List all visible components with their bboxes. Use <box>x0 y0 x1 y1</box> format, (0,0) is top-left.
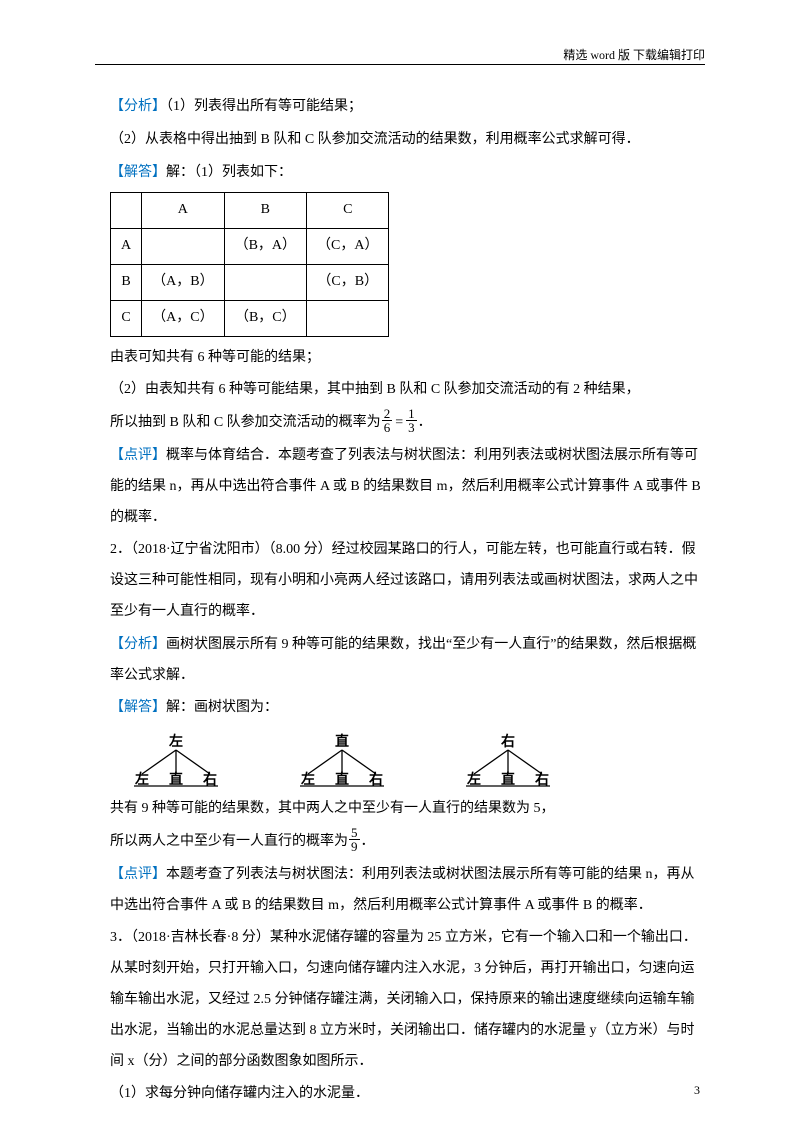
document-content: 【分析】（1）列表得出所有等可能结果； （2）从表格中得出抽到 B 队和 C 队… <box>110 92 705 1110</box>
paragraph: （2）从表格中得出抽到 B 队和 C 队参加交流活动的结果数，利用概率公式求解可… <box>110 125 705 156</box>
table-cell: （A，C） <box>142 300 224 336</box>
keyword-analysis: 【分析】 <box>110 637 166 652</box>
header-rule <box>95 64 705 65</box>
tree-diagram: 左左直右 <box>128 732 224 788</box>
table-cell: A <box>142 193 224 229</box>
table-cell: C <box>111 300 142 336</box>
table-cell: C <box>307 193 389 229</box>
svg-text:左: 左 <box>168 733 183 750</box>
svg-text:左: 左 <box>300 771 315 788</box>
svg-text:右: 右 <box>534 771 549 788</box>
svg-text:左: 左 <box>466 771 481 788</box>
paragraph: 由表可知共有 6 种等可能的结果； <box>110 343 705 374</box>
keyword-comment: 【点评】 <box>110 867 166 882</box>
svg-text:右: 右 <box>202 771 217 788</box>
table-cell: （B，C） <box>224 300 306 336</box>
probability-table: A B C A （B，A） （C，A） B （A，B） （C，B） C （A，C… <box>110 192 389 336</box>
paragraph: 【分析】（1）列表得出所有等可能结果； <box>110 92 705 123</box>
fraction: 59 <box>349 826 360 853</box>
table-cell: A <box>111 229 142 265</box>
page-number: 3 <box>694 1083 700 1098</box>
paragraph: 【分析】画树状图展示所有 9 种等可能的结果数，找出“至少有一人直行”的结果数，… <box>110 630 705 692</box>
keyword-analysis: 【分析】 <box>110 99 166 114</box>
table-row: A B C <box>111 193 389 229</box>
paragraph: 【解答】解：（1）列表如下： <box>110 158 705 189</box>
keyword-answer: 【解答】 <box>110 165 166 180</box>
page-header: 精选 word 版 下载编辑打印 <box>563 46 705 63</box>
paragraph: 3．（2018·吉林长春·8 分）某种水泥储存罐的容量为 25 立方米，它有一个… <box>110 923 705 1077</box>
paragraph: 【点评】概率与体育结合．本题考查了列表法与树状图法：利用列表法或树状图法展示所有… <box>110 441 705 533</box>
table-cell: B <box>111 264 142 300</box>
tree-diagram-row: 左左直右 直左直右 右左直右 <box>128 732 705 788</box>
paragraph: 2．（2018·辽宁省沈阳市）（8.00 分）经过校园某路口的行人，可能左转，也… <box>110 535 705 627</box>
table-cell: （B，A） <box>224 229 306 265</box>
svg-text:直: 直 <box>169 771 183 788</box>
table-cell <box>224 264 306 300</box>
table-row: A （B，A） （C，A） <box>111 229 389 265</box>
paragraph: 共有 9 种等可能的结果数，其中两人之中至少有一人直行的结果数为 5， <box>110 794 705 825</box>
table-cell <box>111 193 142 229</box>
tree-diagram: 直左直右 <box>294 732 390 788</box>
paragraph: 所以两人之中至少有一人直行的概率为59． <box>110 827 705 858</box>
svg-text:右: 右 <box>500 733 515 750</box>
paragraph: 【点评】本题考查了列表法与树状图法：利用列表法或树状图法展示所有等可能的结果 n… <box>110 860 705 922</box>
table-cell: （C，A） <box>307 229 389 265</box>
fraction: 26 <box>382 407 393 434</box>
table-cell: （A，B） <box>142 264 224 300</box>
svg-text:直: 直 <box>501 771 515 788</box>
paragraph: （2）由表知共有 6 种等可能结果，其中抽到 B 队和 C 队参加交流活动的有 … <box>110 375 705 406</box>
table-cell <box>307 300 389 336</box>
table-cell <box>142 229 224 265</box>
paragraph: 所以抽到 B 队和 C 队参加交流活动的概率为26=13． <box>110 408 705 439</box>
keyword-answer: 【解答】 <box>110 700 166 715</box>
svg-text:右: 右 <box>368 771 383 788</box>
svg-text:左: 左 <box>134 771 149 788</box>
svg-text:直: 直 <box>335 771 349 788</box>
fraction: 13 <box>406 407 417 434</box>
paragraph: （1）求每分钟向储存罐内注入的水泥量． <box>110 1079 705 1110</box>
table-cell: B <box>224 193 306 229</box>
paragraph: 【解答】解：画树状图为： <box>110 693 705 724</box>
table-cell: （C，B） <box>307 264 389 300</box>
table-row: C （A，C） （B，C） <box>111 300 389 336</box>
tree-diagram: 右左直右 <box>460 732 556 788</box>
svg-text:直: 直 <box>335 733 349 750</box>
table-row: B （A，B） （C，B） <box>111 264 389 300</box>
keyword-comment: 【点评】 <box>110 448 166 463</box>
